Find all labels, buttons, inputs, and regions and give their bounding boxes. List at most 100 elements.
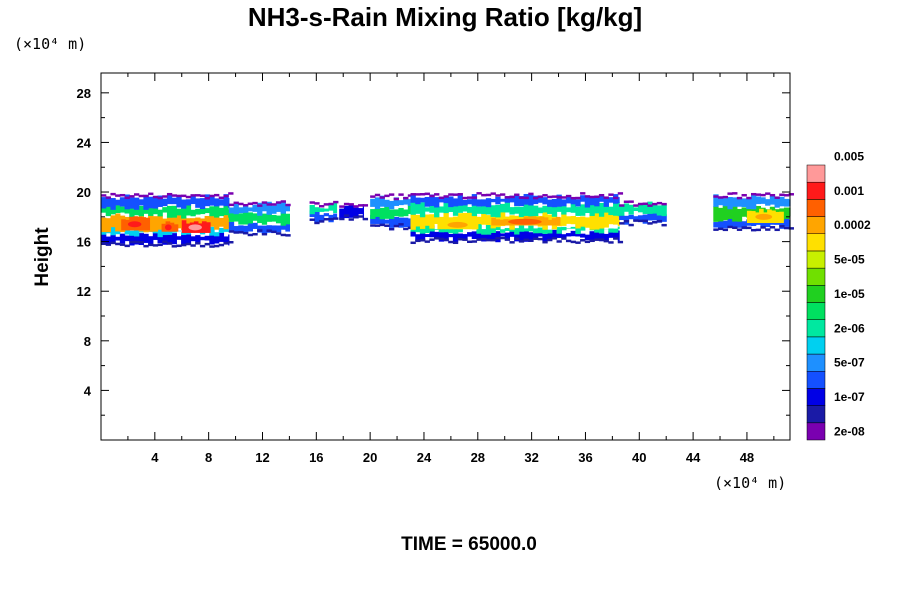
field-cell <box>603 197 609 207</box>
field-cell <box>514 237 520 241</box>
field-cell-hot <box>205 222 211 233</box>
colorbar-label: 0.001 <box>834 184 864 198</box>
field-cell <box>532 205 539 217</box>
field-cell <box>570 215 576 225</box>
field-cell <box>257 229 263 232</box>
field-cell <box>476 199 482 207</box>
field-cell <box>247 212 253 224</box>
field-core <box>164 224 172 231</box>
field-cell <box>275 201 282 204</box>
field-cell <box>613 202 619 216</box>
field-cell <box>523 193 529 205</box>
field-cell <box>542 194 548 197</box>
field-cell <box>319 220 325 223</box>
field-cell <box>504 238 511 241</box>
field-cell <box>637 202 644 206</box>
field-cell <box>115 205 121 214</box>
field-cell <box>746 198 752 210</box>
field-cell <box>633 219 639 222</box>
field-cell <box>393 209 400 217</box>
field-cell <box>603 196 609 199</box>
field-cell <box>348 203 354 206</box>
field-cell <box>575 217 581 229</box>
field-cell <box>358 208 364 215</box>
field-cell <box>403 209 409 217</box>
field-cell <box>617 192 624 195</box>
field-cell <box>166 230 173 235</box>
field-cell <box>547 195 553 199</box>
field-cell <box>190 196 196 205</box>
field-cell <box>285 234 291 237</box>
field-cell <box>252 232 258 236</box>
field-cell <box>561 201 567 215</box>
field-cell <box>228 213 230 229</box>
field-cell <box>223 242 229 245</box>
field-cell <box>443 195 449 198</box>
field-cell <box>223 236 229 245</box>
field-cell <box>532 228 539 234</box>
field-cell-hot <box>495 219 500 226</box>
field-cell <box>218 232 225 242</box>
field-cell <box>514 193 520 197</box>
field-cell <box>523 196 529 200</box>
field-cell <box>333 217 339 220</box>
field-cell <box>393 197 400 206</box>
field-cell <box>393 197 400 201</box>
field-cell <box>252 213 258 221</box>
field-cell <box>223 204 229 216</box>
field-cell <box>727 225 733 229</box>
field-cell <box>199 244 206 248</box>
field-cell <box>233 203 239 215</box>
field-cell <box>162 231 168 245</box>
time-label: TIME = 65000.0 <box>401 534 537 555</box>
field-cell <box>584 195 591 208</box>
field-cell <box>261 213 268 225</box>
field-cell <box>157 209 163 217</box>
field-region-5 <box>410 192 624 245</box>
field-cell <box>769 226 776 229</box>
field-cell-hot <box>201 221 207 233</box>
field-cell-hot <box>503 219 509 226</box>
field-cell <box>138 233 144 245</box>
field-cell <box>328 204 334 211</box>
field-cell <box>190 194 196 197</box>
field-cell <box>429 194 435 198</box>
field-cell <box>275 215 282 224</box>
field-cell <box>509 195 515 199</box>
field-cell <box>181 208 187 219</box>
colorbar-label: 2e-08 <box>834 424 865 438</box>
field-cell <box>148 243 154 247</box>
field-cell <box>457 202 463 213</box>
field-cell <box>617 240 624 244</box>
field-cell <box>143 194 149 210</box>
field-cell <box>476 230 482 241</box>
field-cell <box>565 233 572 237</box>
field-cell <box>565 216 572 224</box>
x-tick-label: 24 <box>417 450 432 465</box>
field-cell <box>462 199 468 206</box>
field-cell <box>613 237 619 240</box>
field-cell <box>199 198 206 210</box>
field-cell <box>760 197 766 204</box>
field-cell <box>209 226 215 236</box>
field-cell <box>722 195 729 199</box>
field-cell <box>171 197 177 205</box>
field-cell <box>523 229 529 242</box>
field-cell <box>129 233 135 246</box>
y-tick-label: 28 <box>77 86 91 101</box>
field-cell <box>788 193 794 196</box>
field-cell <box>162 240 168 243</box>
field-cell <box>115 194 121 197</box>
field-cell <box>323 208 330 212</box>
field-cell <box>551 198 558 208</box>
field-cell <box>388 193 395 196</box>
field-cell <box>736 228 743 231</box>
field-cell <box>542 226 548 234</box>
field-cell <box>185 233 192 244</box>
field-cell <box>542 233 548 242</box>
field-cell <box>328 217 334 221</box>
field-cell <box>261 232 268 236</box>
field-cell <box>457 233 463 239</box>
field-cell <box>419 215 426 229</box>
field-cell <box>642 214 648 224</box>
